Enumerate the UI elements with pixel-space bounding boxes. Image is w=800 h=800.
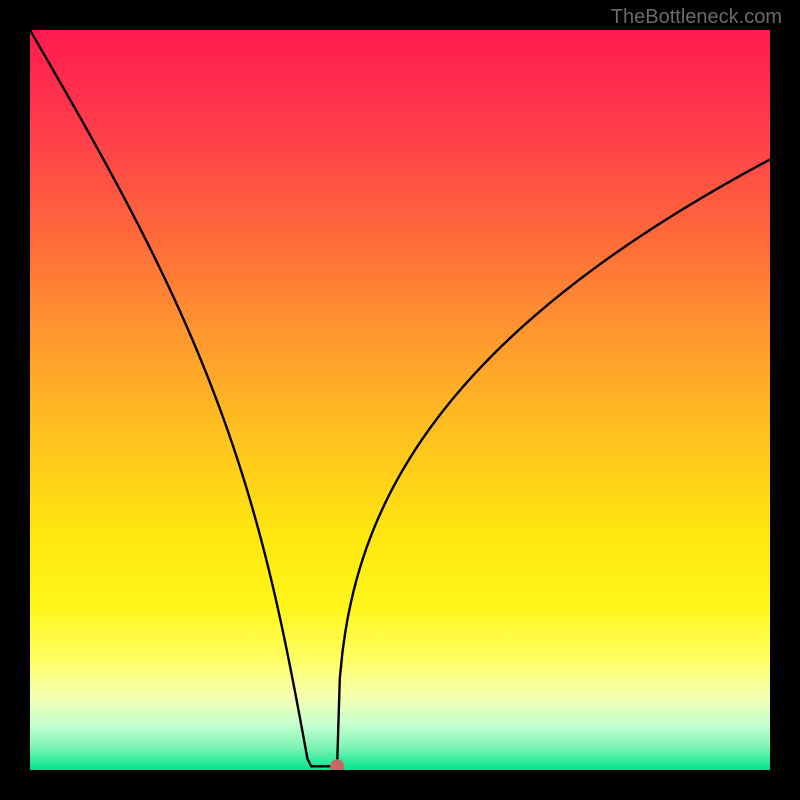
- plot-area: [30, 30, 770, 770]
- chart-stage: TheBottleneck.com: [0, 0, 800, 800]
- watermark-text: TheBottleneck.com: [611, 6, 782, 29]
- gradient-background: [30, 30, 770, 770]
- chart-svg: [30, 30, 770, 770]
